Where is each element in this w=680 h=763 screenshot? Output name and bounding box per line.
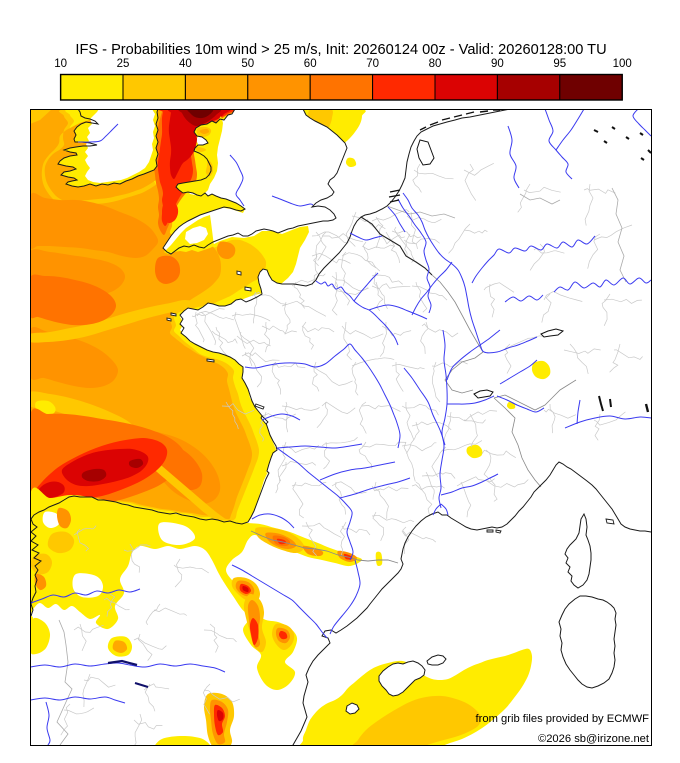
svg-text:©2026 sb@irizone.net: ©2026 sb@irizone.net	[538, 733, 650, 745]
svg-text:10: 10	[54, 58, 67, 70]
svg-text:60: 60	[304, 58, 317, 70]
svg-text:40: 40	[179, 58, 192, 70]
svg-text:IFS - Probabilities 10m wind >: IFS - Probabilities 10m wind > 25 m/s, I…	[75, 42, 606, 58]
svg-text:100: 100	[613, 58, 632, 70]
svg-text:from grib files provided by EC: from grib files provided by ECMWF	[476, 713, 650, 725]
svg-text:90: 90	[491, 58, 504, 70]
svg-text:50: 50	[241, 58, 254, 70]
svg-text:70: 70	[366, 58, 379, 70]
svg-text:25: 25	[117, 58, 130, 70]
svg-text:95: 95	[553, 58, 566, 70]
svg-text:80: 80	[429, 58, 442, 70]
